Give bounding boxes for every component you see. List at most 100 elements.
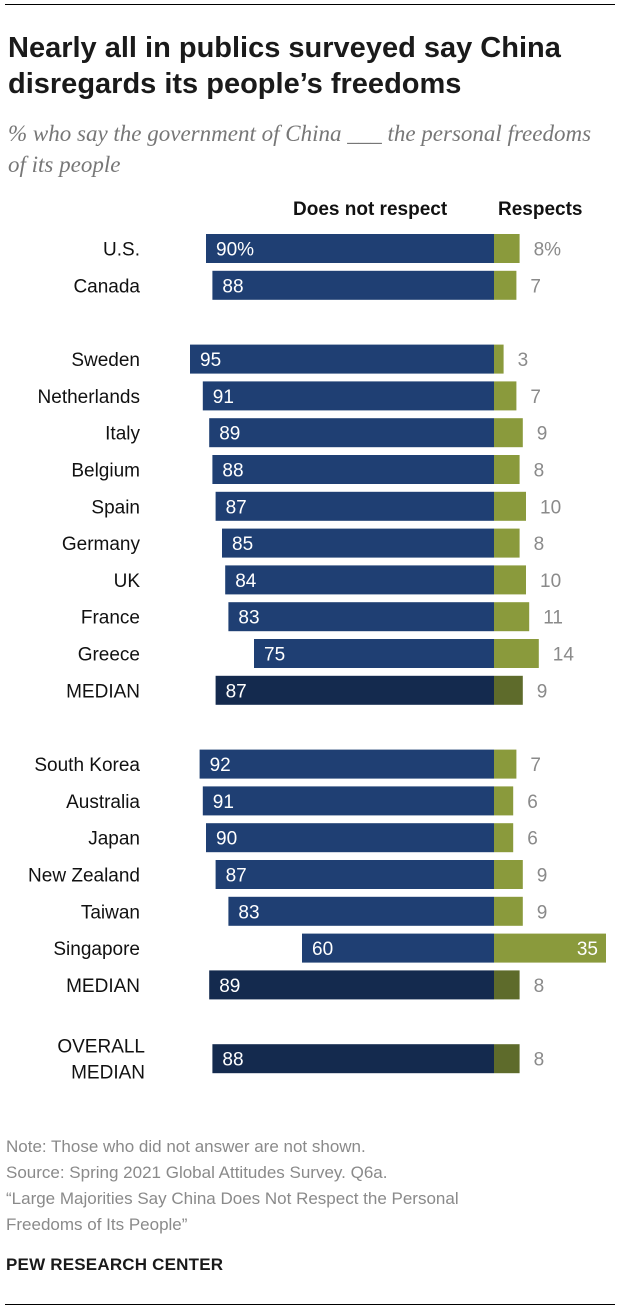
value-label-respects: 35 bbox=[577, 939, 598, 960]
value-label-respects: 6 bbox=[527, 792, 538, 813]
chart-title: Nearly all in publics surveyed say China… bbox=[8, 32, 561, 100]
value-label-respects: 10 bbox=[540, 571, 561, 592]
row-label: Australia bbox=[66, 792, 140, 813]
value-label-not-respect: 90% bbox=[216, 240, 254, 261]
source-text: Source: Spring 2021 Global Attitudes Sur… bbox=[6, 1163, 388, 1182]
row-label: Germany bbox=[62, 534, 141, 555]
value-label-respects: 10 bbox=[540, 497, 561, 518]
value-label-respects: 6 bbox=[527, 829, 538, 850]
value-label-not-respect: 87 bbox=[226, 866, 247, 887]
value-label-not-respect: 84 bbox=[235, 571, 257, 592]
bar-respects-germany-1-5 bbox=[494, 528, 520, 558]
bar-not-respect-uk-1-6 bbox=[225, 565, 494, 595]
value-label-respects: 8 bbox=[534, 1050, 545, 1071]
row-label: Sweden bbox=[71, 350, 140, 371]
value-label-respects: 8 bbox=[534, 461, 545, 482]
value-label-not-respect: 87 bbox=[226, 681, 247, 702]
row-label: UK bbox=[114, 571, 141, 592]
bar-respects-greece-1-8 bbox=[494, 639, 539, 668]
bar-not-respect-canada-0-1 bbox=[212, 270, 494, 300]
legend-not-respect: Does not respect bbox=[293, 199, 448, 220]
bar-not-respect-median-1-9 bbox=[215, 675, 494, 705]
value-label-respects: 11 bbox=[543, 608, 563, 629]
row-label: New Zealand bbox=[28, 866, 140, 887]
bar-respects-south-korea-2-0 bbox=[494, 749, 517, 779]
row-label: Italy bbox=[105, 424, 140, 445]
bar-respects-australia-2-1 bbox=[494, 786, 514, 816]
value-label-respects: 9 bbox=[537, 681, 548, 702]
bar-not-respect-netherlands-1-1 bbox=[202, 381, 495, 411]
value-label-not-respect: 89 bbox=[219, 424, 240, 445]
report-title-line1: “Large Majorities Say China Does Not Res… bbox=[6, 1189, 459, 1208]
bar-not-respect-italy-1-2 bbox=[209, 418, 494, 448]
row-label: Japan bbox=[88, 829, 140, 850]
row-label: MEDIAN bbox=[66, 976, 140, 997]
report-title-line2: Freedoms of Its People” bbox=[6, 1215, 188, 1234]
value-label-not-respect: 83 bbox=[238, 902, 259, 923]
value-label-not-respect: 91 bbox=[213, 792, 234, 813]
value-label-respects: 9 bbox=[537, 902, 548, 923]
row-label: Netherlands bbox=[38, 387, 140, 408]
value-label-not-respect: 60 bbox=[312, 939, 333, 960]
bar-not-respect-japan-2-2 bbox=[206, 823, 494, 853]
bar-not-respect-australia-2-1 bbox=[202, 786, 495, 816]
bar-respects-new-zealand-2-3 bbox=[494, 860, 523, 889]
value-label-respects: 14 bbox=[553, 645, 575, 666]
value-label-respects: 7 bbox=[530, 387, 541, 408]
row-label: Taiwan bbox=[81, 902, 140, 923]
row-label: Canada bbox=[73, 276, 140, 297]
bar-not-respect-south-korea-2-0 bbox=[199, 749, 494, 779]
value-label-not-respect: 88 bbox=[222, 461, 243, 482]
bar-respects-italy-1-2 bbox=[494, 418, 523, 448]
bar-respects-spain-1-4 bbox=[494, 491, 526, 521]
row-label: MEDIAN bbox=[66, 681, 140, 702]
bar-respects-singapore-2-5 bbox=[494, 933, 606, 963]
note-text: Note: Those who did not answer are not s… bbox=[6, 1137, 366, 1156]
value-label-not-respect: 75 bbox=[264, 645, 285, 666]
bar-respects-japan-2-2 bbox=[494, 823, 514, 853]
value-label-respects: 7 bbox=[530, 276, 541, 297]
org-name: PEW RESEARCH CENTER bbox=[6, 1255, 224, 1274]
legend-respects: Respects bbox=[498, 199, 583, 220]
bar-not-respect-france-1-7 bbox=[228, 602, 494, 632]
bar-respects-median-2-6 bbox=[494, 970, 520, 1000]
value-label-respects: 8% bbox=[534, 240, 562, 261]
value-label-not-respect: 95 bbox=[200, 350, 221, 371]
bar-respects-netherlands-1-1 bbox=[494, 381, 517, 411]
value-label-not-respect: 83 bbox=[238, 608, 259, 629]
bar-respects-taiwan-2-4 bbox=[494, 896, 523, 926]
row-label: MEDIAN bbox=[71, 1063, 145, 1084]
bar-not-respect-taiwan-2-4 bbox=[228, 896, 494, 926]
row-label: Spain bbox=[91, 497, 140, 518]
bar-respects-belgium-1-3 bbox=[494, 455, 520, 484]
bar-not-respect-germany-1-5 bbox=[222, 528, 494, 558]
bar-not-respect-spain-1-4 bbox=[215, 491, 494, 521]
value-label-not-respect: 88 bbox=[222, 276, 243, 297]
bar-not-respect-new-zealand-2-3 bbox=[215, 860, 494, 889]
value-label-not-respect: 91 bbox=[213, 387, 234, 408]
bar-not-respect-greece-1-8 bbox=[254, 639, 494, 668]
row-label: Belgium bbox=[71, 461, 140, 482]
bottom-rule bbox=[5, 1304, 615, 1305]
value-label-not-respect: 89 bbox=[219, 976, 240, 997]
chart-subtitle: % who say the government of China ___ th… bbox=[8, 121, 592, 177]
bar-respects-france-1-7 bbox=[494, 602, 530, 632]
value-label-respects: 7 bbox=[530, 755, 541, 776]
bar-not-respect-singapore-2-5 bbox=[302, 933, 494, 963]
bar-not-respect-belgium-1-3 bbox=[212, 455, 494, 484]
row-label: South Korea bbox=[34, 755, 140, 776]
value-label-not-respect: 87 bbox=[226, 497, 247, 518]
bar-respects-overall-median-3-0 bbox=[494, 1044, 520, 1074]
row-label: Greece bbox=[78, 645, 140, 666]
row-label: France bbox=[81, 608, 140, 629]
bar-respects-canada-0-1 bbox=[494, 270, 517, 300]
value-label-not-respect: 92 bbox=[210, 755, 231, 776]
value-label-respects: 8 bbox=[534, 976, 545, 997]
value-label-respects: 8 bbox=[534, 534, 545, 555]
row-label: OVERALL bbox=[57, 1037, 145, 1058]
value-label-respects: 9 bbox=[537, 424, 548, 445]
top-rule bbox=[5, 4, 615, 5]
bar-not-respect-sweden-1-0 bbox=[190, 344, 494, 374]
row-label: Singapore bbox=[53, 939, 140, 960]
bar-not-respect-overall-median-3-0 bbox=[212, 1044, 494, 1074]
